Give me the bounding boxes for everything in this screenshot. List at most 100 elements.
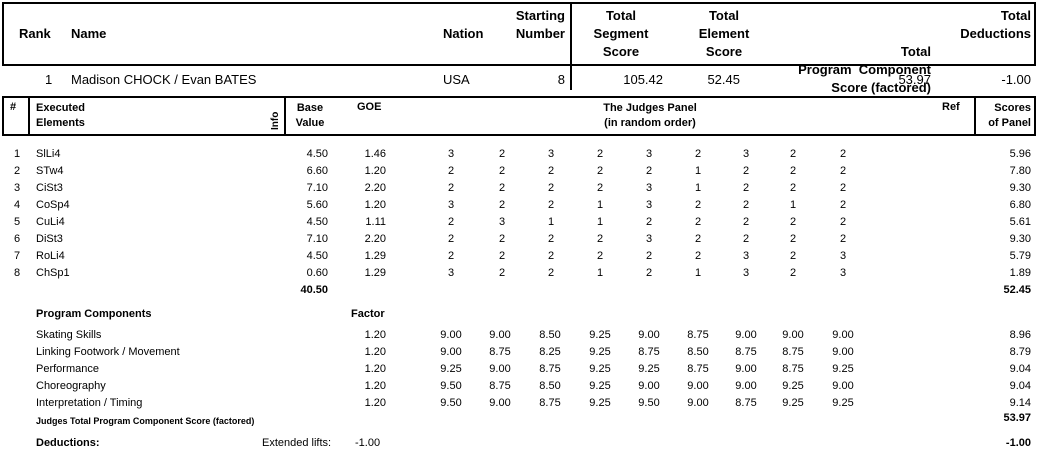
element-base-value: 5.60 xyxy=(306,199,328,211)
judge-goe-mark: 2 xyxy=(694,233,702,245)
judge-goe-mark: 2 xyxy=(839,199,847,211)
element-base-value: 7.10 xyxy=(306,233,328,245)
judge-component-mark: 9.00 xyxy=(687,397,709,409)
judge-goe-mark: 1 xyxy=(789,199,797,211)
judge-goe-mark: 2 xyxy=(498,148,506,160)
deductions-label: Deductions: xyxy=(36,437,100,449)
component-factor: 1.20 xyxy=(364,363,386,375)
element-panel-score: 1.89 xyxy=(1009,267,1031,279)
judge-goe-mark: 1 xyxy=(547,216,555,228)
judge-goe-mark: 2 xyxy=(447,165,455,177)
header-divider-2 xyxy=(284,96,286,136)
judge-component-mark: 9.00 xyxy=(735,380,757,392)
judge-goe-mark: 2 xyxy=(547,199,555,211)
element-name: CiSt3 xyxy=(36,182,63,194)
element-number: 2 xyxy=(14,165,21,177)
skater-pcs: 53.97 xyxy=(898,72,931,87)
component-panel-score: 9.04 xyxy=(1009,380,1031,392)
judge-goe-mark: 1 xyxy=(596,267,604,279)
judge-component-mark: 8.75 xyxy=(638,346,660,358)
judge-goe-mark: 2 xyxy=(839,148,847,160)
judge-goe-mark: 1 xyxy=(694,165,702,177)
judge-goe-mark: 2 xyxy=(596,148,604,160)
judge-goe-mark: 1 xyxy=(694,182,702,194)
element-panel-score: 5.61 xyxy=(1009,216,1031,228)
judge-goe-mark: 3 xyxy=(645,148,653,160)
element-base-value: 7.10 xyxy=(306,182,328,194)
element-panel-score: 5.96 xyxy=(1009,148,1031,160)
judge-goe-mark: 2 xyxy=(498,199,506,211)
judge-goe-mark: 2 xyxy=(498,233,506,245)
program-components-header: Program Components xyxy=(36,308,152,320)
element-goe: 1.11 xyxy=(365,216,386,228)
judge-component-mark: 8.75 xyxy=(539,397,561,409)
factor-header: Factor xyxy=(351,308,385,320)
element-number: 7 xyxy=(14,250,21,262)
info-header: Info xyxy=(270,111,281,130)
judge-goe-mark: 2 xyxy=(596,165,604,177)
element-goe: 1.20 xyxy=(364,199,386,211)
component-panel-score: 8.79 xyxy=(1009,346,1031,358)
judge-component-mark: 9.00 xyxy=(735,329,757,341)
component-panel-score: 9.14 xyxy=(1009,397,1031,409)
rank-header: Rank xyxy=(19,26,51,41)
num-header: # xyxy=(10,101,17,113)
total-deductions-header: Total Deductions xyxy=(960,8,1031,41)
element-panel-score: 7.80 xyxy=(1009,165,1031,177)
judge-component-mark: 9.25 xyxy=(782,380,804,392)
element-goe: 2.20 xyxy=(364,233,386,245)
judge-goe-mark: 2 xyxy=(789,267,797,279)
judge-component-mark: 9.00 xyxy=(489,329,511,341)
judge-goe-mark: 2 xyxy=(645,267,653,279)
judge-goe-mark: 2 xyxy=(742,216,750,228)
goe-header: GOE xyxy=(357,101,382,113)
total-segment-score-header: Total Segment Score xyxy=(593,8,649,59)
element-number: 5 xyxy=(14,216,21,228)
judge-goe-mark: 3 xyxy=(742,250,750,262)
judge-goe-mark: 2 xyxy=(547,165,555,177)
component-factor: 1.20 xyxy=(364,380,386,392)
skater-deductions: -1.00 xyxy=(1001,72,1031,87)
judge-component-mark: 8.75 xyxy=(735,346,757,358)
judge-goe-mark: 2 xyxy=(789,148,797,160)
deduction-type: Extended lifts: xyxy=(262,437,332,449)
judge-component-mark: 9.00 xyxy=(638,329,660,341)
ref-header: Ref xyxy=(942,101,960,113)
judge-component-mark: 9.25 xyxy=(589,346,611,358)
judge-goe-mark: 2 xyxy=(645,216,653,228)
judge-goe-mark: 2 xyxy=(498,165,506,177)
judge-goe-mark: 2 xyxy=(694,216,702,228)
total-pcs-header: Total Program Component Score (factored) xyxy=(798,44,931,95)
judge-goe-mark: 3 xyxy=(447,267,455,279)
component-factor: 1.20 xyxy=(364,397,386,409)
judge-goe-mark: 2 xyxy=(789,165,797,177)
judge-goe-mark: 3 xyxy=(645,182,653,194)
judge-component-mark: 9.00 xyxy=(735,363,757,375)
judge-component-mark: 9.00 xyxy=(638,380,660,392)
element-panel-score: 9.30 xyxy=(1009,233,1031,245)
element-number: 8 xyxy=(14,267,21,279)
judge-goe-mark: 2 xyxy=(789,216,797,228)
judge-goe-mark: 2 xyxy=(742,182,750,194)
judge-component-mark: 9.50 xyxy=(638,397,660,409)
judge-goe-mark: 2 xyxy=(447,233,455,245)
judge-goe-mark: 2 xyxy=(498,267,506,279)
judge-goe-mark: 3 xyxy=(839,250,847,262)
judge-goe-mark: 2 xyxy=(498,250,506,262)
component-name: Linking Footwork / Movement xyxy=(36,346,180,358)
judge-component-mark: 9.00 xyxy=(489,363,511,375)
judge-component-mark: 8.75 xyxy=(539,363,561,375)
judge-component-mark: 8.75 xyxy=(687,329,709,341)
deduction-value: -1.00 xyxy=(355,437,381,449)
judge-goe-mark: 2 xyxy=(447,250,455,262)
judge-component-mark: 9.25 xyxy=(832,363,854,375)
name-header: Name xyxy=(71,26,107,41)
deductions-total: -1.00 xyxy=(1005,437,1031,449)
judge-goe-mark: 2 xyxy=(789,233,797,245)
judge-goe-mark: 2 xyxy=(789,250,797,262)
element-base-value: 6.60 xyxy=(306,165,328,177)
judge-goe-mark: 1 xyxy=(596,199,604,211)
judge-component-mark: 8.25 xyxy=(539,346,561,358)
skater-element-score: 52.45 xyxy=(707,72,740,87)
judge-goe-mark: 3 xyxy=(547,148,555,160)
